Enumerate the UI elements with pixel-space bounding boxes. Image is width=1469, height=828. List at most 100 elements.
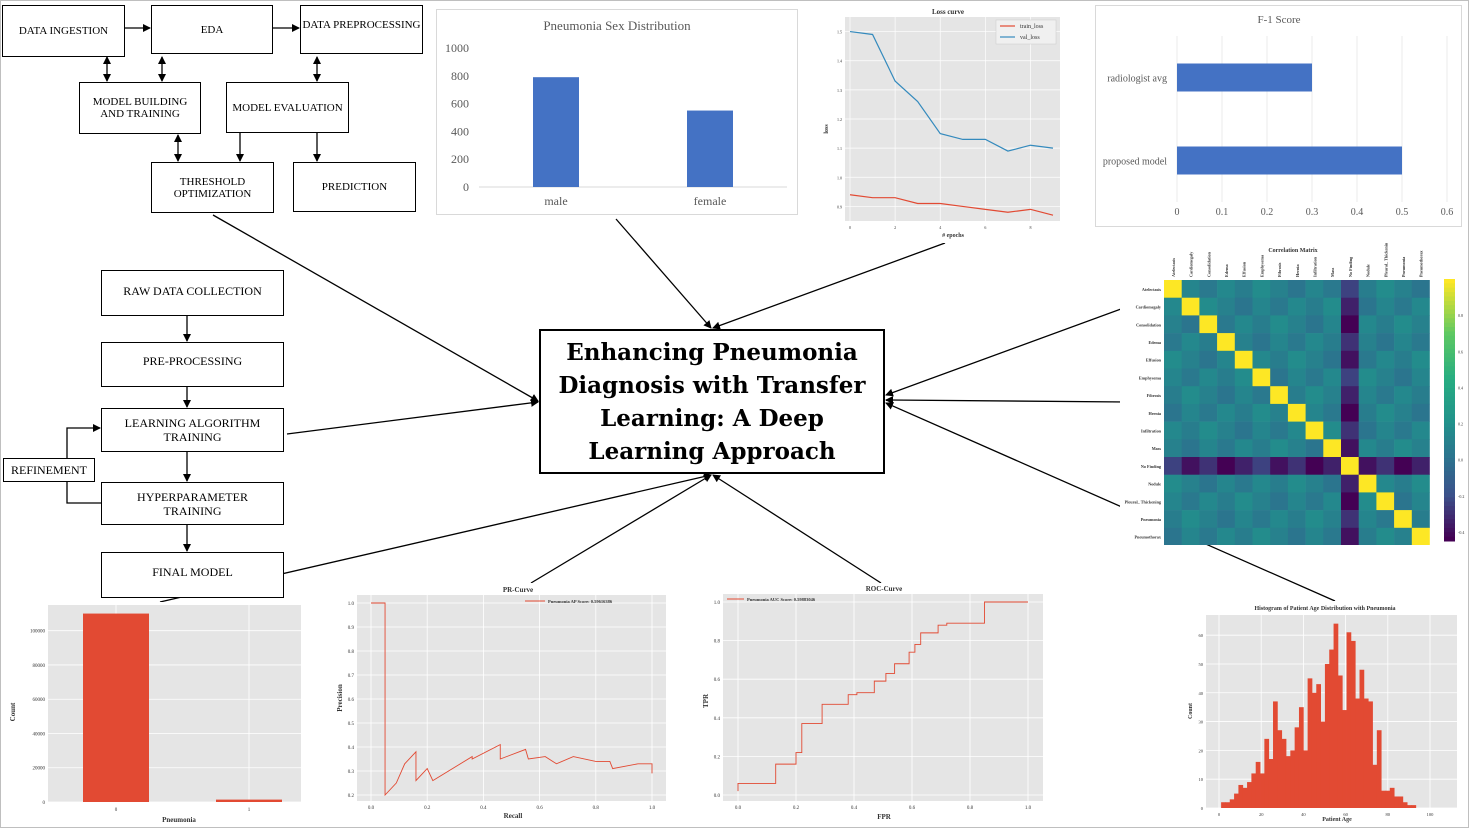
corr-col-label: Infiltration xyxy=(1312,256,1317,277)
corr-cell xyxy=(1394,350,1413,369)
age-bar xyxy=(1281,738,1287,808)
roc-xtick-label: 1.0 xyxy=(1025,806,1032,811)
corr-colorbar-segment xyxy=(1444,279,1455,284)
corr-cell xyxy=(1323,386,1342,405)
corr-cell xyxy=(1305,333,1324,352)
pr-curve-chart: PR-Curve 0.2 0.3 0.4 0.5 0.6 0.7 0.8 0.9 1.0 0.0 0.… xyxy=(333,583,668,826)
arrow-workflow-center xyxy=(286,398,539,435)
loss-curve-svg: Loss curve 0.9 1.0 1.1 1.2 1.3 1.4 1.5 0 2 4 6 8 trai… xyxy=(824,8,1060,239)
corr-col-label: Cardiomegaly xyxy=(1189,251,1194,277)
corr-cell xyxy=(1411,368,1430,387)
f1-xtick-label: 0.3 xyxy=(1306,207,1319,218)
corr-row-label: Mass xyxy=(1152,446,1162,451)
corr-colorbar-segment xyxy=(1444,410,1455,415)
count-x-axis-label: Pneumonia xyxy=(162,816,196,824)
corr-colorbar-segment xyxy=(1444,527,1455,533)
age-bar xyxy=(1363,698,1369,808)
correlation-matrix-svg: Correlation Matrix Atelectasis Atelectasis… xyxy=(1125,243,1464,545)
age-bar xyxy=(1247,782,1252,808)
corr-row-label: Pneumonia xyxy=(1141,517,1162,522)
corr-cell xyxy=(1305,421,1324,440)
corr-cell xyxy=(1217,350,1236,369)
corr-cell xyxy=(1164,280,1182,298)
corr-cell xyxy=(1199,457,1218,475)
corr-cell xyxy=(1287,386,1306,405)
corr-colorbar-segment xyxy=(1444,313,1455,319)
corr-cell xyxy=(1341,474,1359,493)
corr-colorbar-segment xyxy=(1444,453,1455,459)
corr-cell xyxy=(1323,474,1342,493)
age-bar xyxy=(1389,787,1395,808)
corr-cell xyxy=(1287,439,1306,458)
corr-cell xyxy=(1287,474,1306,493)
corr-cell xyxy=(1323,439,1342,458)
corr-cell xyxy=(1234,492,1253,511)
corr-cell xyxy=(1199,474,1218,493)
corr-row-label: Effusion xyxy=(1146,358,1162,363)
corr-cell xyxy=(1164,386,1182,405)
refinement-line-bottom xyxy=(66,482,101,504)
age-bar xyxy=(1277,730,1283,808)
corr-cell xyxy=(1411,280,1430,298)
model-evaluation-box: MODEL EVALUATION xyxy=(226,82,349,133)
pr-ytick-label: 0.2 xyxy=(348,794,355,799)
corr-cell xyxy=(1270,386,1289,405)
corr-cell xyxy=(1181,280,1200,298)
learning-algorithm-label: LEARNING ALGORITHM TRAINING xyxy=(124,416,261,444)
corr-colorbar-segment xyxy=(1444,506,1455,511)
pr-plot-bg xyxy=(357,595,666,801)
corr-colorbar-segment xyxy=(1444,292,1455,297)
corr-cell xyxy=(1305,368,1324,387)
corr-cell xyxy=(1181,474,1200,493)
corr-cell xyxy=(1164,474,1182,493)
corr-cell xyxy=(1341,315,1359,334)
corr-colorbar-segment xyxy=(1444,327,1455,332)
corr-cell xyxy=(1376,368,1395,387)
corr-cell xyxy=(1376,403,1395,422)
corr-cell xyxy=(1394,457,1413,475)
corr-row-label: Fibrosis xyxy=(1147,393,1162,398)
age-ytick-label: 10 xyxy=(1199,777,1204,782)
pr-xtick-label: 1.0 xyxy=(649,806,656,811)
corr-cell xyxy=(1305,386,1324,405)
roc-xtick-label: 0.2 xyxy=(793,806,800,811)
corr-colorbar-segment xyxy=(1444,309,1455,315)
corr-colorbar-label: -0.2 xyxy=(1458,494,1464,499)
corr-cell xyxy=(1217,421,1236,440)
sex-distribution-chart: Pneumonia Sex Distribution 0 200 400 600 800 1… xyxy=(436,9,798,215)
pr-xtick-label: 0.6 xyxy=(536,806,543,811)
age-bar xyxy=(1372,764,1378,808)
corr-cell xyxy=(1358,333,1377,352)
arrow-sex-center xyxy=(615,218,712,329)
corr-cell xyxy=(1287,421,1306,440)
corr-cell xyxy=(1341,527,1359,545)
age-bar xyxy=(1355,698,1360,808)
corr-cell xyxy=(1411,510,1430,529)
corr-cell xyxy=(1164,350,1182,369)
corr-cell xyxy=(1181,350,1200,369)
corr-colorbar-segment xyxy=(1444,501,1455,507)
corr-colorbar-segment xyxy=(1444,366,1455,372)
corr-cell xyxy=(1305,457,1324,475)
raw-data-box: RAW DATA COLLECTION xyxy=(101,270,284,316)
pr-xtick-label: 0.4 xyxy=(480,806,487,811)
corr-cell xyxy=(1411,474,1430,493)
corr-cell xyxy=(1394,439,1413,458)
age-bar xyxy=(1307,678,1313,808)
age-chart-title: Histogram of Patient Age Distribution wi… xyxy=(1255,606,1396,612)
age-xtick-label: 40 xyxy=(1301,812,1306,817)
corr-cell xyxy=(1358,474,1377,493)
loss-chart-title: Loss curve xyxy=(932,8,964,16)
corr-colorbar-segment xyxy=(1444,466,1455,472)
corr-cell xyxy=(1341,492,1359,511)
pr-chart-title: PR-Curve xyxy=(503,586,533,594)
corr-cell xyxy=(1376,457,1395,475)
sex-category-label: male xyxy=(544,194,567,208)
count-ytick-label: 80000 xyxy=(33,664,46,669)
corr-cell xyxy=(1234,510,1253,529)
roc-legend-label: Pneumonia AUC Score: 0.59883046 xyxy=(747,597,816,602)
corr-colorbar-segment xyxy=(1444,471,1455,476)
threshold-label: THRESHOLD OPTIMIZATION xyxy=(173,175,252,200)
pr-y-axis-label: Precision xyxy=(336,684,344,712)
pr-ytick-label: 0.8 xyxy=(348,650,355,655)
